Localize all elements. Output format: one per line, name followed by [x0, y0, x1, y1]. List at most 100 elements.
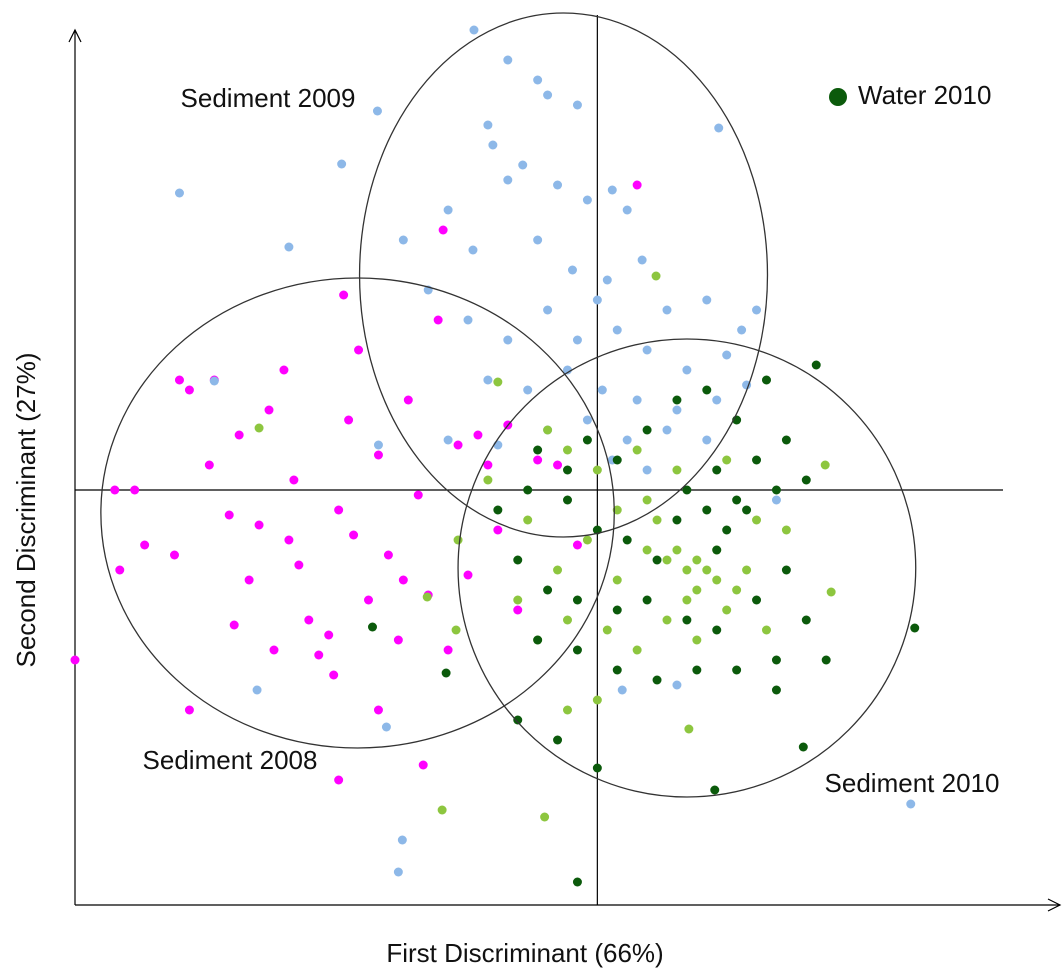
point: [771, 485, 781, 495]
point: [533, 235, 543, 245]
point: [398, 575, 408, 585]
point: [493, 525, 503, 535]
point: [453, 440, 463, 450]
group-ellipse: [100, 277, 615, 749]
point: [752, 455, 762, 465]
point: [553, 460, 563, 470]
point: [483, 375, 493, 385]
point: [821, 655, 831, 665]
point: [592, 295, 602, 305]
x-axis-label: First Discriminant (66%): [386, 938, 663, 968]
point: [652, 555, 662, 565]
point: [582, 535, 592, 545]
point: [662, 425, 672, 435]
point: [513, 605, 523, 615]
point: [503, 55, 513, 65]
point: [826, 587, 836, 597]
point: [632, 395, 642, 405]
point: [563, 365, 572, 375]
point: [483, 460, 493, 470]
point: [737, 325, 747, 335]
point: [254, 423, 264, 433]
point: [612, 605, 622, 615]
point: [115, 565, 125, 575]
point: [252, 685, 262, 695]
point: [732, 585, 742, 595]
point: [518, 160, 528, 170]
point: [493, 505, 503, 515]
point: [732, 495, 742, 505]
point: [692, 665, 702, 675]
point: [602, 625, 612, 635]
point: [652, 515, 662, 525]
point: [702, 295, 712, 305]
point: [781, 565, 791, 575]
y-axis-arrow: [68, 28, 82, 43]
point: [468, 245, 478, 255]
point: [329, 670, 339, 680]
point: [642, 425, 652, 435]
point: [572, 335, 582, 345]
point: [771, 655, 781, 665]
point: [403, 395, 413, 405]
point: [662, 305, 672, 315]
point: [264, 405, 274, 415]
point: [622, 435, 632, 445]
point: [543, 305, 553, 315]
point: [572, 100, 582, 110]
point: [652, 675, 662, 685]
point: [582, 415, 592, 425]
point: [612, 455, 622, 465]
point: [702, 505, 712, 515]
point: [367, 622, 377, 632]
point: [383, 550, 393, 560]
x-axis-arrow: [1047, 898, 1062, 912]
point: [672, 680, 682, 690]
point: [798, 742, 808, 752]
point: [801, 615, 811, 625]
point: [354, 345, 364, 355]
point: [637, 255, 647, 265]
point: [513, 715, 523, 725]
point: [463, 315, 473, 325]
point: [761, 625, 771, 635]
point: [572, 540, 582, 550]
point: [443, 435, 453, 445]
point: [224, 510, 234, 520]
point: [702, 565, 712, 575]
point: [344, 415, 354, 425]
point: [612, 325, 622, 335]
point: [441, 668, 451, 678]
point: [334, 505, 344, 515]
point: [752, 305, 762, 315]
point: [722, 350, 732, 360]
point: [304, 615, 314, 625]
point: [339, 290, 349, 300]
point: [279, 365, 289, 375]
point: [672, 515, 682, 525]
point: [752, 595, 762, 605]
point: [244, 575, 254, 585]
point: [702, 435, 712, 445]
point: [642, 545, 652, 555]
point: [443, 645, 453, 655]
point: [722, 525, 732, 535]
point: [503, 175, 513, 185]
point: [692, 555, 702, 565]
point: [269, 645, 279, 655]
point: [781, 435, 791, 445]
point: [324, 630, 334, 640]
point: [682, 365, 692, 375]
y-axis-label: Second Discriminant (27%): [11, 352, 41, 667]
point: [254, 520, 264, 530]
point: [234, 430, 244, 440]
point: [682, 615, 692, 625]
point: [543, 585, 553, 595]
group-ellipse: [457, 338, 917, 798]
point: [632, 180, 642, 190]
point: [712, 395, 722, 405]
point: [437, 805, 447, 815]
point: [543, 425, 553, 435]
point: [523, 385, 533, 395]
point: [543, 90, 553, 100]
